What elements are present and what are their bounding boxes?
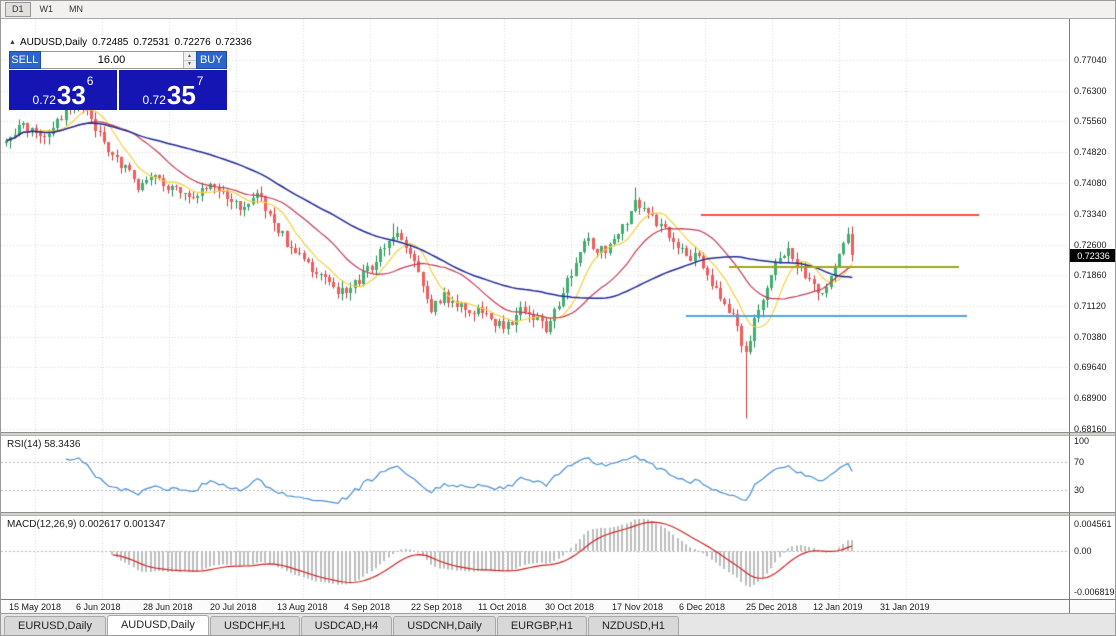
date-axis-label: 13 Aug 2018 <box>277 602 328 612</box>
price-scale-label: 0.69640 <box>1074 362 1107 372</box>
one-click-trading-toggle-icon[interactable]: ▲ <box>9 39 16 46</box>
macd-indicator-panel: MACD(12,26,9) 0.002617 0.001347 <box>1 516 1115 599</box>
price-scale-divider <box>1069 19 1070 613</box>
buy-price-prefix: 0.72 <box>142 93 166 107</box>
timeframe-toolbar: D1 W1 MN <box>1 1 1115 19</box>
buy-button[interactable]: BUY <box>195 51 227 69</box>
rsi-indicator-panel: RSI(14) 58.3436 <box>1 436 1115 512</box>
rsi-scale-label: 70 <box>1074 457 1085 467</box>
rsi-scale-label: 30 <box>1074 485 1085 495</box>
chart-tab[interactable]: EURUSD,Daily <box>4 616 106 635</box>
sell-price-big: 33 <box>56 79 86 110</box>
date-axis-label: 20 Jul 2018 <box>210 602 257 612</box>
price-scale-label: 0.71120 <box>1074 301 1106 311</box>
date-axis-label: 25 Dec 2018 <box>746 602 798 612</box>
price-scale-label: 0.70380 <box>1074 332 1107 342</box>
macd-chart-canvas[interactable] <box>1 516 1069 599</box>
sell-quote-panel[interactable]: 0.72 33 6 <box>9 70 117 110</box>
chart-symbol-label: AUDUSD,Daily <box>19 37 88 48</box>
date-axis-label: 12 Jan 2019 <box>813 602 863 612</box>
chart-tab[interactable]: USDCHF,H1 <box>209 616 300 635</box>
chart-tab[interactable]: NZDUSD,H1 <box>587 616 679 635</box>
macd-scale-label: 0.00 <box>1074 546 1092 556</box>
price-scale-label: 0.74820 <box>1074 147 1107 157</box>
date-axis-label: 28 Jun 2018 <box>143 602 193 612</box>
date-axis-label: 17 Nov 2018 <box>612 602 664 612</box>
volume-stepper: ▲ ▼ <box>182 52 196 68</box>
chart-tab[interactable]: USDCNH,Daily <box>393 616 496 635</box>
date-axis-label: 6 Jun 2018 <box>76 602 121 612</box>
price-scale-label: 0.68160 <box>1074 424 1107 434</box>
macd-scale-label: -0.006819 <box>1074 587 1115 597</box>
rsi-indicator-label: RSI(14) 58.3436 <box>7 439 81 450</box>
chart-ohlc-header: ▲ AUDUSD,Daily 0.72485 0.72531 0.72276 0.7233… <box>9 37 252 48</box>
chart-tab[interactable]: USDCAD,H4 <box>300 616 393 635</box>
volume-increase-button[interactable]: ▲ <box>183 52 196 61</box>
panel-separator[interactable] <box>1 512 1115 516</box>
timeframe-mn-button[interactable]: MN <box>69 4 84 14</box>
date-axis-label: 4 Sep 2018 <box>344 602 391 612</box>
price-scale-label: 0.68900 <box>1074 393 1107 403</box>
timeframe-d1-button[interactable]: D1 <box>5 2 31 17</box>
macd-scale-label: 0.004561 <box>1074 519 1112 529</box>
volume-decrease-button[interactable]: ▼ <box>183 60 196 68</box>
current-price-tag: 0.72336 <box>1070 249 1115 262</box>
date-axis-label: 30 Oct 2018 <box>545 602 595 612</box>
macd-indicator-label: MACD(12,26,9) 0.002617 0.001347 <box>7 519 166 530</box>
date-axis-label: 22 Sep 2018 <box>411 602 463 612</box>
price-chart-panel: ▲ AUDUSD,Daily 0.72485 0.72531 0.72276 0.7233… <box>1 19 1115 432</box>
price-scale-label: 0.73340 <box>1074 209 1107 219</box>
price-scale-label: 0.74080 <box>1074 178 1107 188</box>
volume-input[interactable] <box>40 52 183 68</box>
buy-price-big: 35 <box>166 79 196 110</box>
panel-separator[interactable] <box>1 432 1115 436</box>
rsi-chart-canvas[interactable] <box>1 436 1069 512</box>
sell-price-pip: 6 <box>86 74 94 88</box>
price-scale-label: 0.71860 <box>1074 270 1107 280</box>
ohlc-open: 0.72485 <box>92 37 129 48</box>
buy-quote-panel[interactable]: 0.72 35 7 <box>119 70 227 110</box>
ohlc-high: 0.72531 <box>133 37 170 48</box>
date-axis-label: 31 Jan 2019 <box>880 602 930 612</box>
date-axis-label: 15 May 2018 <box>9 602 62 612</box>
sell-price-prefix: 0.72 <box>32 93 56 107</box>
buy-price-pip: 7 <box>196 74 204 88</box>
date-axis-label: 6 Dec 2018 <box>679 602 726 612</box>
price-scale-label: 0.75560 <box>1074 116 1107 126</box>
rsi-scale-label: 100 <box>1074 436 1090 446</box>
chart-tab-bar: EURUSD,Daily AUDUSD,Daily USDCHF,H1 USDCAD,… <box>1 613 1115 635</box>
price-scale-label: 0.77040 <box>1074 55 1107 65</box>
chart-tab[interactable]: AUDUSD,Daily <box>106 615 209 635</box>
ohlc-close: 0.72336 <box>215 37 252 48</box>
ohlc-low: 0.72276 <box>174 37 211 48</box>
date-axis-label: 11 Oct 2018 <box>478 602 527 612</box>
price-scale-label: 0.72600 <box>1074 240 1107 250</box>
chart-tab[interactable]: EURGBP,H1 <box>496 616 587 635</box>
timeframe-w1-button[interactable]: W1 <box>39 4 54 14</box>
price-scale-label: 0.76300 <box>1074 86 1107 96</box>
sell-button[interactable]: SELL <box>9 51 41 69</box>
date-axis: 15 May 2018 6 Jun 2018 28 Jun 2018 20 Jul 2… <box>1 599 1115 613</box>
